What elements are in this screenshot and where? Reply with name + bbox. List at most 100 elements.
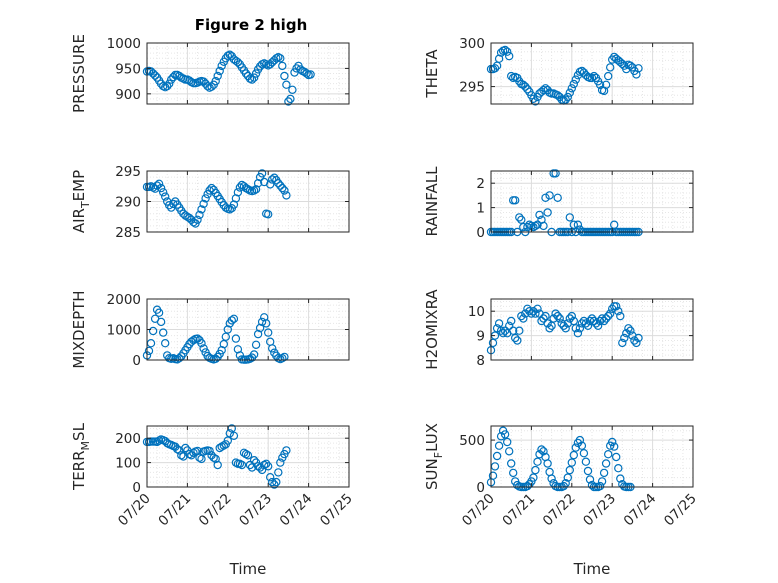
- data-point: [549, 314, 558, 323]
- data-point: [616, 311, 625, 321]
- data-point: [262, 459, 271, 468]
- data-point: [569, 450, 579, 460]
- data-point: [567, 84, 577, 93]
- y-tick-label: 500: [459, 433, 485, 449]
- data-point: [610, 442, 619, 451]
- data-point: [260, 460, 269, 470]
- series-air-temp: [142, 169, 291, 228]
- data-point: [509, 468, 518, 478]
- data-point: [500, 326, 510, 335]
- x-tick-label: 07/23: [236, 491, 275, 530]
- data-point: [158, 188, 168, 197]
- axes-box: [146, 425, 350, 488]
- data-point: [555, 314, 564, 323]
- data-point: [571, 75, 581, 84]
- data-point: [215, 66, 224, 76]
- data-point: [154, 179, 164, 188]
- data-point: [173, 445, 182, 454]
- data-point: [517, 215, 526, 224]
- subplot-air-temp: 285 290 295 AIRTEMP: [70, 164, 350, 241]
- data-point: [507, 71, 516, 81]
- data-point: [302, 69, 311, 78]
- data-point: [543, 208, 552, 217]
- data-point: [268, 477, 277, 487]
- data-point: [573, 329, 583, 338]
- data-point: [601, 459, 611, 468]
- x-tick-label: 07/25: [661, 491, 700, 530]
- data-point: [541, 193, 550, 202]
- y-axis-label: TERRMSL: [70, 422, 92, 491]
- data-point: [492, 451, 502, 461]
- data-point: [595, 80, 605, 90]
- y-tick-label: 295: [459, 80, 485, 96]
- data-point: [276, 54, 285, 63]
- data-point: [626, 61, 635, 70]
- data-point: [154, 436, 164, 445]
- data-point: [545, 191, 554, 200]
- data-point: [511, 196, 520, 205]
- data-point: [571, 324, 581, 333]
- y-tick-label: 100: [115, 456, 141, 472]
- data-point: [537, 445, 546, 454]
- data-point: [618, 59, 627, 69]
- data-point: [255, 463, 265, 472]
- data-point: [507, 459, 516, 468]
- y-axis-label: AIRTEMP: [70, 170, 92, 233]
- axes-box: [490, 170, 694, 233]
- data-point: [509, 326, 518, 335]
- data-point: [498, 329, 508, 338]
- series-sun-flux: [486, 426, 635, 492]
- data-point: [235, 183, 245, 192]
- y-tick-label: 0: [132, 480, 141, 496]
- x-tick-label: 07/25: [317, 491, 356, 530]
- data-point: [251, 69, 261, 78]
- data-point: [213, 71, 222, 81]
- data-point: [612, 302, 621, 311]
- data-point: [257, 169, 267, 178]
- data-point: [268, 175, 277, 184]
- data-point: [606, 63, 615, 72]
- data-point: [503, 437, 512, 447]
- data-point: [593, 321, 603, 330]
- data-point: [503, 47, 512, 56]
- data-point: [557, 319, 566, 328]
- data-point: [565, 88, 575, 97]
- data-point: [225, 50, 234, 59]
- data-point: [533, 304, 542, 313]
- subplot-pressure: 900 950 1000 PRESSURE: [70, 34, 350, 113]
- data-point: [515, 326, 524, 335]
- data-point: [601, 80, 611, 90]
- data-point: [610, 220, 619, 229]
- data-point: [243, 185, 253, 194]
- data-point: [577, 441, 587, 450]
- subplot-h2omixra: 8 9 10 H2OMIXRA: [423, 289, 694, 370]
- y-tick-label: 9: [476, 329, 485, 345]
- data-point: [227, 316, 236, 325]
- data-point: [601, 314, 611, 323]
- data-point: [626, 326, 635, 335]
- data-point: [272, 477, 281, 487]
- data-point: [591, 319, 601, 328]
- data-point: [296, 65, 305, 74]
- x-tick-label: 07/20: [459, 491, 498, 530]
- y-tick-label: 200: [115, 431, 141, 447]
- y-axis-label: MIXDEPTH: [70, 290, 88, 368]
- data-point: [262, 319, 271, 328]
- data-point: [288, 85, 297, 95]
- data-point: [523, 222, 532, 232]
- data-point: [507, 316, 516, 326]
- data-point: [249, 186, 259, 195]
- data-point: [634, 64, 643, 73]
- data-point: [529, 222, 538, 232]
- data-point: [488, 471, 498, 480]
- x-axis-label: Time: [573, 560, 611, 578]
- data-point: [278, 183, 287, 193]
- data-point: [270, 173, 279, 182]
- y-axis-label: H2OMIXRA: [423, 289, 441, 370]
- data-point: [539, 314, 548, 323]
- data-point: [209, 453, 218, 462]
- data-point: [181, 443, 190, 453]
- data-point: [160, 339, 170, 348]
- data-point: [505, 51, 514, 61]
- x-tick-label: 07/22: [540, 491, 579, 530]
